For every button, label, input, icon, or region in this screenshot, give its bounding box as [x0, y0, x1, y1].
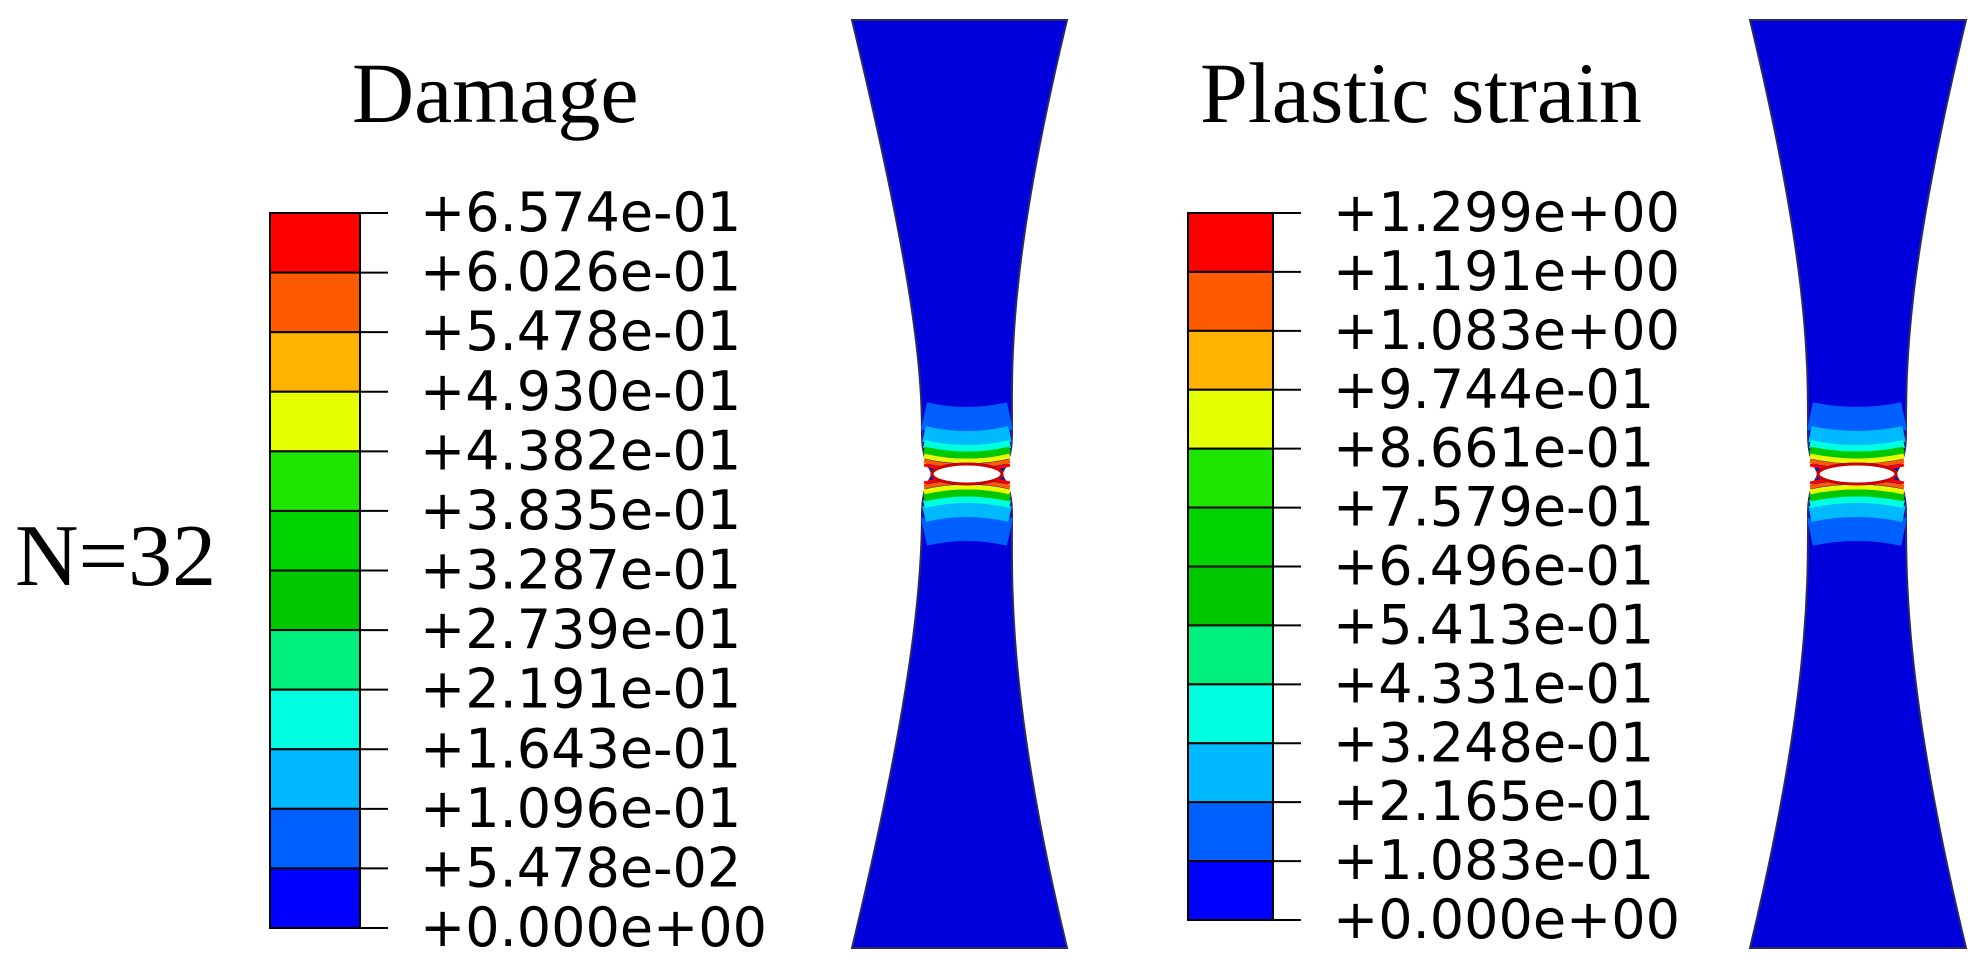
damage-panel: Damage +6.574e-01+6.026e-01+5.478e-01+4.…	[269, 19, 1069, 959]
contour-band	[920, 402, 1014, 435]
legend-value: +5.413e-01	[1333, 593, 1654, 656]
legend-swatch	[269, 807, 361, 870]
legend-value: +0.000e+00	[420, 896, 767, 959]
crack-opening	[1816, 462, 1898, 486]
contour-band	[923, 495, 1011, 508]
legend-value: +0.000e+00	[1333, 888, 1680, 951]
legend-swatch	[1187, 447, 1274, 509]
contour-band	[923, 484, 1011, 495]
legend-value: +3.835e-01	[420, 479, 741, 542]
contour-band	[1809, 495, 1905, 508]
damage-specimen	[850, 19, 1069, 949]
legend-swatch	[269, 688, 361, 751]
crack-opening	[930, 462, 1004, 486]
legend-value: +2.739e-01	[420, 598, 741, 661]
legend-value: +1.643e-01	[420, 717, 741, 780]
contour-band	[923, 446, 1011, 459]
contour-band	[1808, 501, 1906, 522]
contour-band	[1809, 440, 1905, 453]
plastic-strain-title: Plastic strain	[1200, 45, 1642, 141]
legend-value: +1.083e+00	[1333, 299, 1680, 362]
legend-swatch	[269, 509, 361, 572]
plastic-strain-specimen	[1748, 19, 1968, 949]
contour-band	[922, 501, 1012, 522]
legend-value: +1.299e+00	[1333, 181, 1680, 244]
contour-band	[1809, 446, 1905, 459]
legend-swatch	[1187, 565, 1274, 627]
legend-swatch	[1187, 506, 1274, 568]
legend-value: +3.287e-01	[420, 539, 741, 602]
legend-swatch	[269, 450, 361, 512]
legend-value: +5.478e-01	[420, 300, 741, 363]
contour-band	[1807, 513, 1907, 546]
legend-value: +4.930e-01	[420, 360, 741, 423]
legend-value: +8.661e-01	[1333, 417, 1654, 480]
damage-title: Damage	[352, 45, 639, 141]
contour-band	[1809, 489, 1905, 502]
damage-legend: +6.574e-01+6.026e-01+5.478e-01+4.930e-01…	[269, 181, 767, 959]
legend-swatch	[269, 271, 361, 334]
contour-band	[923, 440, 1011, 453]
legend-value: +4.331e-01	[1333, 652, 1654, 715]
case-label: N=32	[15, 508, 216, 605]
legend-swatch	[269, 748, 361, 810]
legend-swatch	[269, 390, 361, 453]
legend-value: +3.248e-01	[1333, 711, 1654, 774]
legend-value: +5.478e-02	[420, 836, 741, 899]
legend-value: +1.191e+00	[1333, 240, 1680, 303]
legend-value: +6.496e-01	[1333, 535, 1654, 598]
legend-swatch	[269, 867, 361, 930]
legend-swatch	[1187, 801, 1274, 863]
legend-value: +1.096e-01	[420, 777, 741, 840]
legend-value: +7.579e-01	[1333, 476, 1654, 539]
plastic-strain-legend: +1.299e+00+1.191e+00+1.083e+00+9.744e-01…	[1187, 181, 1680, 951]
contour-band	[922, 426, 1012, 447]
legend-swatch	[1187, 270, 1274, 332]
legend-value: +6.026e-01	[420, 241, 741, 304]
legend-swatch	[1187, 388, 1274, 450]
legend-value: +9.744e-01	[1333, 358, 1654, 421]
contour-band	[920, 513, 1014, 546]
legend-value: +1.083e-01	[1333, 829, 1654, 892]
legend-swatch	[1187, 860, 1274, 921]
legend-swatch	[1187, 683, 1274, 745]
legend-swatch	[269, 569, 361, 632]
legend-swatch	[269, 331, 361, 393]
plastic-strain-panel: Plastic strain +1.299e+00+1.191e+00+1.08…	[1187, 19, 1968, 951]
legend-swatch	[1187, 624, 1274, 686]
contour-band	[1809, 453, 1905, 464]
legend-value: +2.191e-01	[420, 658, 741, 721]
legend-swatch	[1187, 742, 1274, 804]
legend-swatch	[1187, 329, 1274, 391]
legend-swatch	[269, 212, 361, 274]
contour-band	[1807, 402, 1907, 435]
contour-band	[923, 453, 1011, 464]
legend-value: +4.382e-01	[420, 419, 741, 482]
contour-band	[923, 489, 1011, 502]
legend-swatch	[1187, 212, 1274, 273]
contour-band	[1808, 426, 1906, 447]
legend-value: +6.574e-01	[420, 181, 741, 244]
contour-band	[1809, 484, 1905, 495]
legend-swatch	[269, 629, 361, 691]
legend-value: +2.165e-01	[1333, 770, 1654, 833]
